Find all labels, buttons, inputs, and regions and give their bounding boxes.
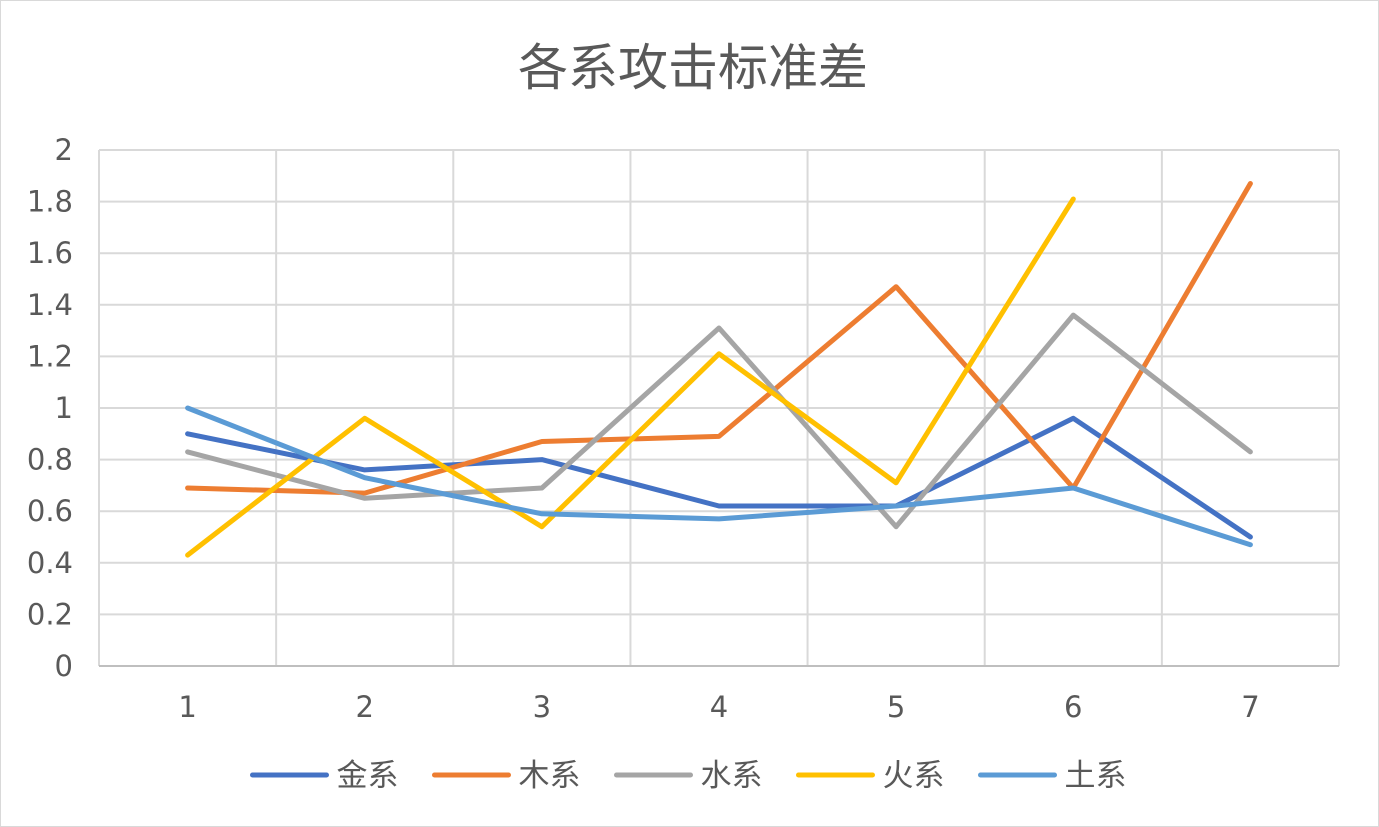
legend-label: 火系 bbox=[883, 758, 945, 794]
legend-label: 水系 bbox=[701, 758, 763, 794]
y-tick-label: 0 bbox=[55, 649, 73, 683]
x-tick-label: 5 bbox=[887, 690, 905, 724]
legend-label: 木系 bbox=[519, 758, 581, 794]
y-tick-label: 0.8 bbox=[27, 443, 73, 477]
x-tick-label: 1 bbox=[178, 690, 196, 724]
series-line bbox=[185, 312, 1253, 530]
series-layer bbox=[185, 181, 1253, 558]
y-tick-label: 1.4 bbox=[27, 288, 73, 322]
legend-label: 土系 bbox=[1065, 758, 1127, 794]
y-tick-label: 0.6 bbox=[27, 494, 73, 528]
series-line bbox=[185, 196, 1076, 558]
y-tick-label: 1.2 bbox=[27, 339, 73, 373]
y-tick-label: 1 bbox=[55, 391, 73, 425]
legend: 金系 木系 水系 火系 土系 bbox=[250, 758, 1127, 794]
chart-title: 各系攻击标准差 bbox=[518, 39, 868, 97]
legend-item: 火系 bbox=[796, 758, 945, 794]
series-line bbox=[185, 181, 1253, 496]
x-tick-label: 3 bbox=[533, 690, 551, 724]
x-tick-label: 4 bbox=[710, 690, 728, 724]
grid-layer bbox=[98, 149, 1340, 666]
legend-item: 土系 bbox=[978, 758, 1127, 794]
y-tick-label: 1.8 bbox=[27, 185, 73, 219]
legend-item: 金系 bbox=[250, 758, 399, 794]
y-tick-label: 1.6 bbox=[27, 236, 73, 270]
x-tick-label: 7 bbox=[1241, 690, 1259, 724]
series-line bbox=[185, 415, 1253, 540]
series-line bbox=[185, 405, 1253, 548]
y-tick-label: 2 bbox=[55, 133, 73, 167]
axis-layer: 0 0.2 0.4 0.6 0.8 1 1.2 1.4 1.6 1.8 2 1 2 3 4 5 6 7 bbox=[27, 133, 1339, 724]
x-tick-label: 2 bbox=[355, 690, 373, 724]
y-tick-label: 0.2 bbox=[27, 597, 73, 631]
x-tick-label: 6 bbox=[1064, 690, 1082, 724]
y-tick-label: 0.4 bbox=[27, 546, 73, 580]
legend-item: 水系 bbox=[614, 758, 763, 794]
legend-label: 金系 bbox=[337, 758, 399, 794]
legend-item: 木系 bbox=[432, 758, 581, 794]
